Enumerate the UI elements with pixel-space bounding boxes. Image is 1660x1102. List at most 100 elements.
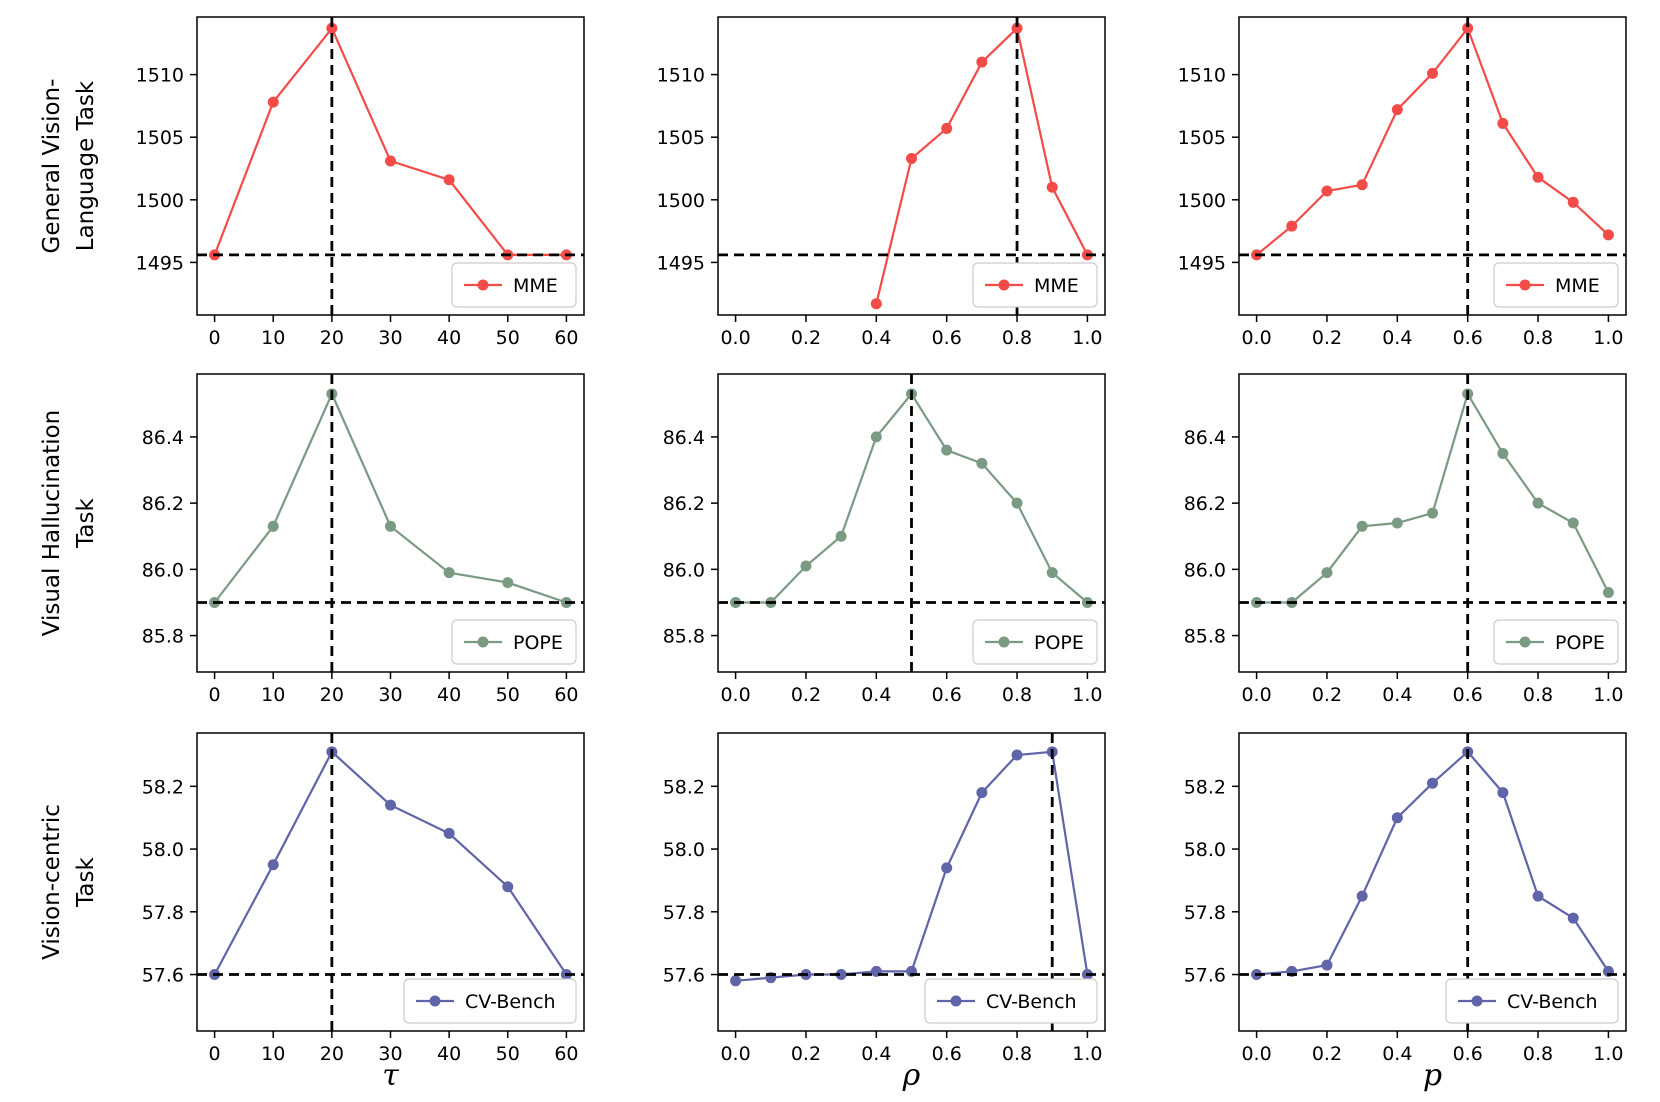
y-tick-label: 1495 — [1178, 252, 1226, 274]
x-tick-label: 0.2 — [1312, 327, 1342, 349]
x-tick-label: 50 — [496, 1043, 520, 1065]
data-point — [1567, 196, 1579, 208]
row-title: Vision-centric — [39, 804, 65, 960]
x-tick-label: 0.4 — [1382, 684, 1412, 706]
x-tick-label: 60 — [554, 684, 578, 706]
x-tick-label: 1.0 — [1072, 684, 1102, 706]
data-point — [835, 969, 847, 981]
data-point — [976, 457, 988, 469]
y-tick-label: 86.2 — [142, 493, 184, 515]
legend-label: MME — [513, 275, 558, 297]
data-point — [1602, 229, 1614, 241]
y-tick-label: 1510 — [1178, 65, 1226, 87]
y-tick-label: 1505 — [657, 127, 705, 149]
legend-label: POPE — [1034, 632, 1084, 654]
y-tick-label: 1510 — [136, 65, 184, 87]
axes-frame — [717, 16, 1106, 316]
y-tick-label: 85.8 — [663, 626, 705, 648]
legend-marker-swatch — [1519, 636, 1531, 648]
data-point — [1286, 220, 1298, 232]
row-title: Task — [73, 857, 99, 908]
data-point — [1427, 67, 1438, 79]
series-line-mme — [875, 26, 1089, 304]
data-point — [385, 520, 396, 532]
x-tick-label: 0.0 — [1241, 684, 1271, 706]
x-tick-label: 40 — [437, 1043, 461, 1065]
data-point — [1602, 587, 1614, 599]
data-point — [1497, 117, 1509, 129]
data-point — [1356, 520, 1368, 532]
data-point — [1391, 104, 1403, 116]
data-point — [267, 859, 279, 871]
y-tick-label: 86.4 — [1184, 427, 1226, 449]
data-point — [1427, 777, 1438, 789]
data-point — [1532, 890, 1544, 902]
subplot-r1-c2: 85.8 86.0 86.2 86.4 0.0 0.2 0.4 0.6 0.8 1.0 POPE — [1184, 373, 1627, 706]
data-point — [385, 799, 396, 811]
x-tick-label: 50 — [496, 327, 520, 349]
legend-box — [451, 262, 577, 308]
data-point — [502, 881, 514, 893]
x-tick-label: 20 — [320, 327, 344, 349]
y-tick-label: 58.0 — [1184, 839, 1226, 861]
subplot-r1-c0: 85.8 86.0 86.2 86.4 0 10 20 30 40 50 60 POPE Visual … — [39, 373, 585, 706]
subplot-r0-c0: 1495 1500 1505 1510 0 10 20 30 40 50 60 MME General … — [39, 16, 585, 349]
plot-area — [197, 733, 584, 1031]
data-point — [443, 174, 455, 186]
y-tick-label: 57.6 — [142, 965, 184, 987]
x-tick-label: 0.8 — [1523, 1043, 1553, 1065]
x-tick-label: 0.8 — [1523, 327, 1553, 349]
legend-marker-swatch — [950, 995, 962, 1007]
x-axis-label: p — [1423, 1058, 1442, 1093]
legend-box — [1445, 978, 1619, 1024]
y-tick-label: 1505 — [136, 127, 184, 149]
data-point — [443, 567, 455, 579]
x-tick-label: 0.4 — [861, 327, 891, 349]
subplot-r2-c1: 57.6 57.8 58.0 58.2 0.0 0.2 0.4 0.6 0.8 1.0 CV-Ben… — [663, 732, 1106, 1093]
x-tick-label: 0.0 — [720, 327, 750, 349]
data-point — [1497, 787, 1509, 799]
plot-area — [197, 17, 584, 315]
x-tick-label: 0.2 — [1312, 1043, 1342, 1065]
axes-frame — [196, 16, 585, 316]
x-tick-label: 0.4 — [1382, 327, 1412, 349]
legend-label: POPE — [513, 632, 563, 654]
y-tick-label: 86.0 — [1184, 559, 1226, 581]
legend-box — [1493, 619, 1619, 665]
x-axis-label: τ — [382, 1058, 399, 1093]
x-tick-label: 0 — [209, 684, 221, 706]
data-point — [941, 862, 953, 874]
y-tick-label: 1495 — [136, 252, 184, 274]
data-point — [1532, 171, 1544, 183]
data-point — [1011, 22, 1023, 34]
data-point — [1011, 749, 1023, 761]
data-point — [1356, 179, 1368, 191]
x-tick-label: 0.6 — [932, 684, 962, 706]
legend-marker-swatch — [998, 636, 1010, 648]
x-tick-label: 0 — [209, 1043, 221, 1065]
y-tick-label: 57.6 — [663, 965, 705, 987]
x-tick-label: 0.2 — [1312, 684, 1342, 706]
plot-area — [197, 374, 584, 672]
y-tick-label: 86.4 — [142, 427, 184, 449]
subplot-r0-c2: 1495 1500 1505 1510 0.0 0.2 0.4 0.6 0.8 1.0 MME — [1178, 16, 1627, 349]
y-tick-label: 1495 — [657, 252, 705, 274]
axes-frame — [1238, 732, 1627, 1032]
x-tick-label: 0.6 — [1453, 327, 1483, 349]
row-title: Task — [73, 498, 99, 549]
x-tick-label: 0.6 — [1453, 684, 1483, 706]
legend-box — [1493, 262, 1619, 308]
y-tick-label: 86.2 — [663, 493, 705, 515]
x-tick-label: 0.2 — [791, 1043, 821, 1065]
x-axis-label: ρ — [902, 1058, 921, 1093]
y-tick-label: 58.0 — [142, 839, 184, 861]
plot-area — [1239, 374, 1626, 672]
data-point — [1391, 517, 1403, 529]
y-tick-label: 1505 — [1178, 127, 1226, 149]
y-tick-label: 1500 — [136, 190, 184, 212]
data-point — [906, 152, 917, 164]
legend-marker-swatch — [1471, 995, 1483, 1007]
data-point — [1427, 507, 1438, 519]
axes-frame — [1238, 16, 1627, 316]
data-point — [267, 96, 279, 108]
